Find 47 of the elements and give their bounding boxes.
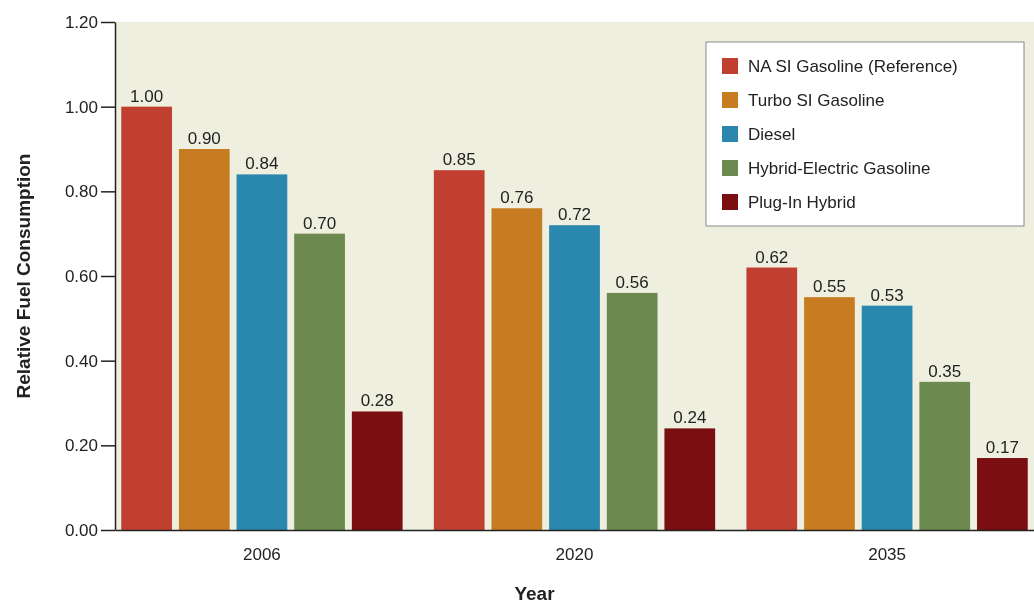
bar bbox=[919, 381, 971, 530]
data-label: 0.62 bbox=[755, 247, 789, 267]
y-tick-label: 1.20 bbox=[64, 12, 98, 32]
data-label: 0.35 bbox=[928, 361, 962, 381]
data-label: 1.00 bbox=[130, 86, 164, 106]
data-label: 0.55 bbox=[812, 277, 846, 297]
y-tick-label: 0.40 bbox=[64, 351, 98, 371]
bar bbox=[294, 233, 345, 530]
legend-label: Plug-In Hybrid bbox=[748, 193, 856, 212]
y-tick-label: 1.00 bbox=[64, 97, 98, 117]
y-tick-label: 0.60 bbox=[64, 266, 98, 286]
bar bbox=[236, 174, 288, 530]
bar bbox=[178, 149, 230, 530]
x-axis-title: Year bbox=[514, 583, 556, 604]
data-label: 0.90 bbox=[187, 129, 221, 148]
data-label: 0.84 bbox=[245, 154, 279, 174]
y-axis-title: Relative Fuel Consumption bbox=[13, 153, 34, 399]
data-label: 0.85 bbox=[442, 150, 476, 170]
bar bbox=[121, 106, 172, 530]
bar bbox=[746, 267, 798, 530]
bar bbox=[664, 428, 716, 530]
bar bbox=[861, 305, 913, 530]
data-label: 0.17 bbox=[985, 438, 1019, 458]
x-tick-label: 2020 bbox=[555, 545, 594, 565]
data-label: 0.56 bbox=[615, 272, 649, 292]
bar bbox=[977, 458, 1028, 530]
data-label: 0.24 bbox=[673, 408, 707, 428]
legend-label: Turbo SI Gasoline bbox=[748, 91, 885, 110]
data-label: 0.72 bbox=[557, 205, 592, 225]
bar bbox=[491, 208, 543, 530]
y-tick-label: 0.20 bbox=[64, 436, 98, 456]
data-label: 0.76 bbox=[500, 188, 534, 208]
data-label: 0.70 bbox=[303, 213, 337, 233]
bar bbox=[606, 292, 658, 530]
x-tick-label: 2035 bbox=[868, 545, 906, 565]
bar bbox=[351, 411, 403, 530]
legend-label: Hybrid-Electric Gasoline bbox=[748, 159, 931, 178]
y-tick-label: 0.00 bbox=[64, 520, 98, 540]
data-label: 0.53 bbox=[870, 285, 904, 305]
x-tick-label: 2006 bbox=[243, 545, 281, 565]
data-label: 0.28 bbox=[360, 391, 394, 411]
legend-label: Diesel bbox=[748, 125, 796, 144]
y-tick-label: 0.80 bbox=[64, 182, 98, 202]
bar bbox=[804, 297, 855, 530]
bar bbox=[549, 225, 600, 530]
bar bbox=[433, 170, 485, 530]
legend-label: NA SI Gasoline (Reference) bbox=[748, 57, 958, 76]
